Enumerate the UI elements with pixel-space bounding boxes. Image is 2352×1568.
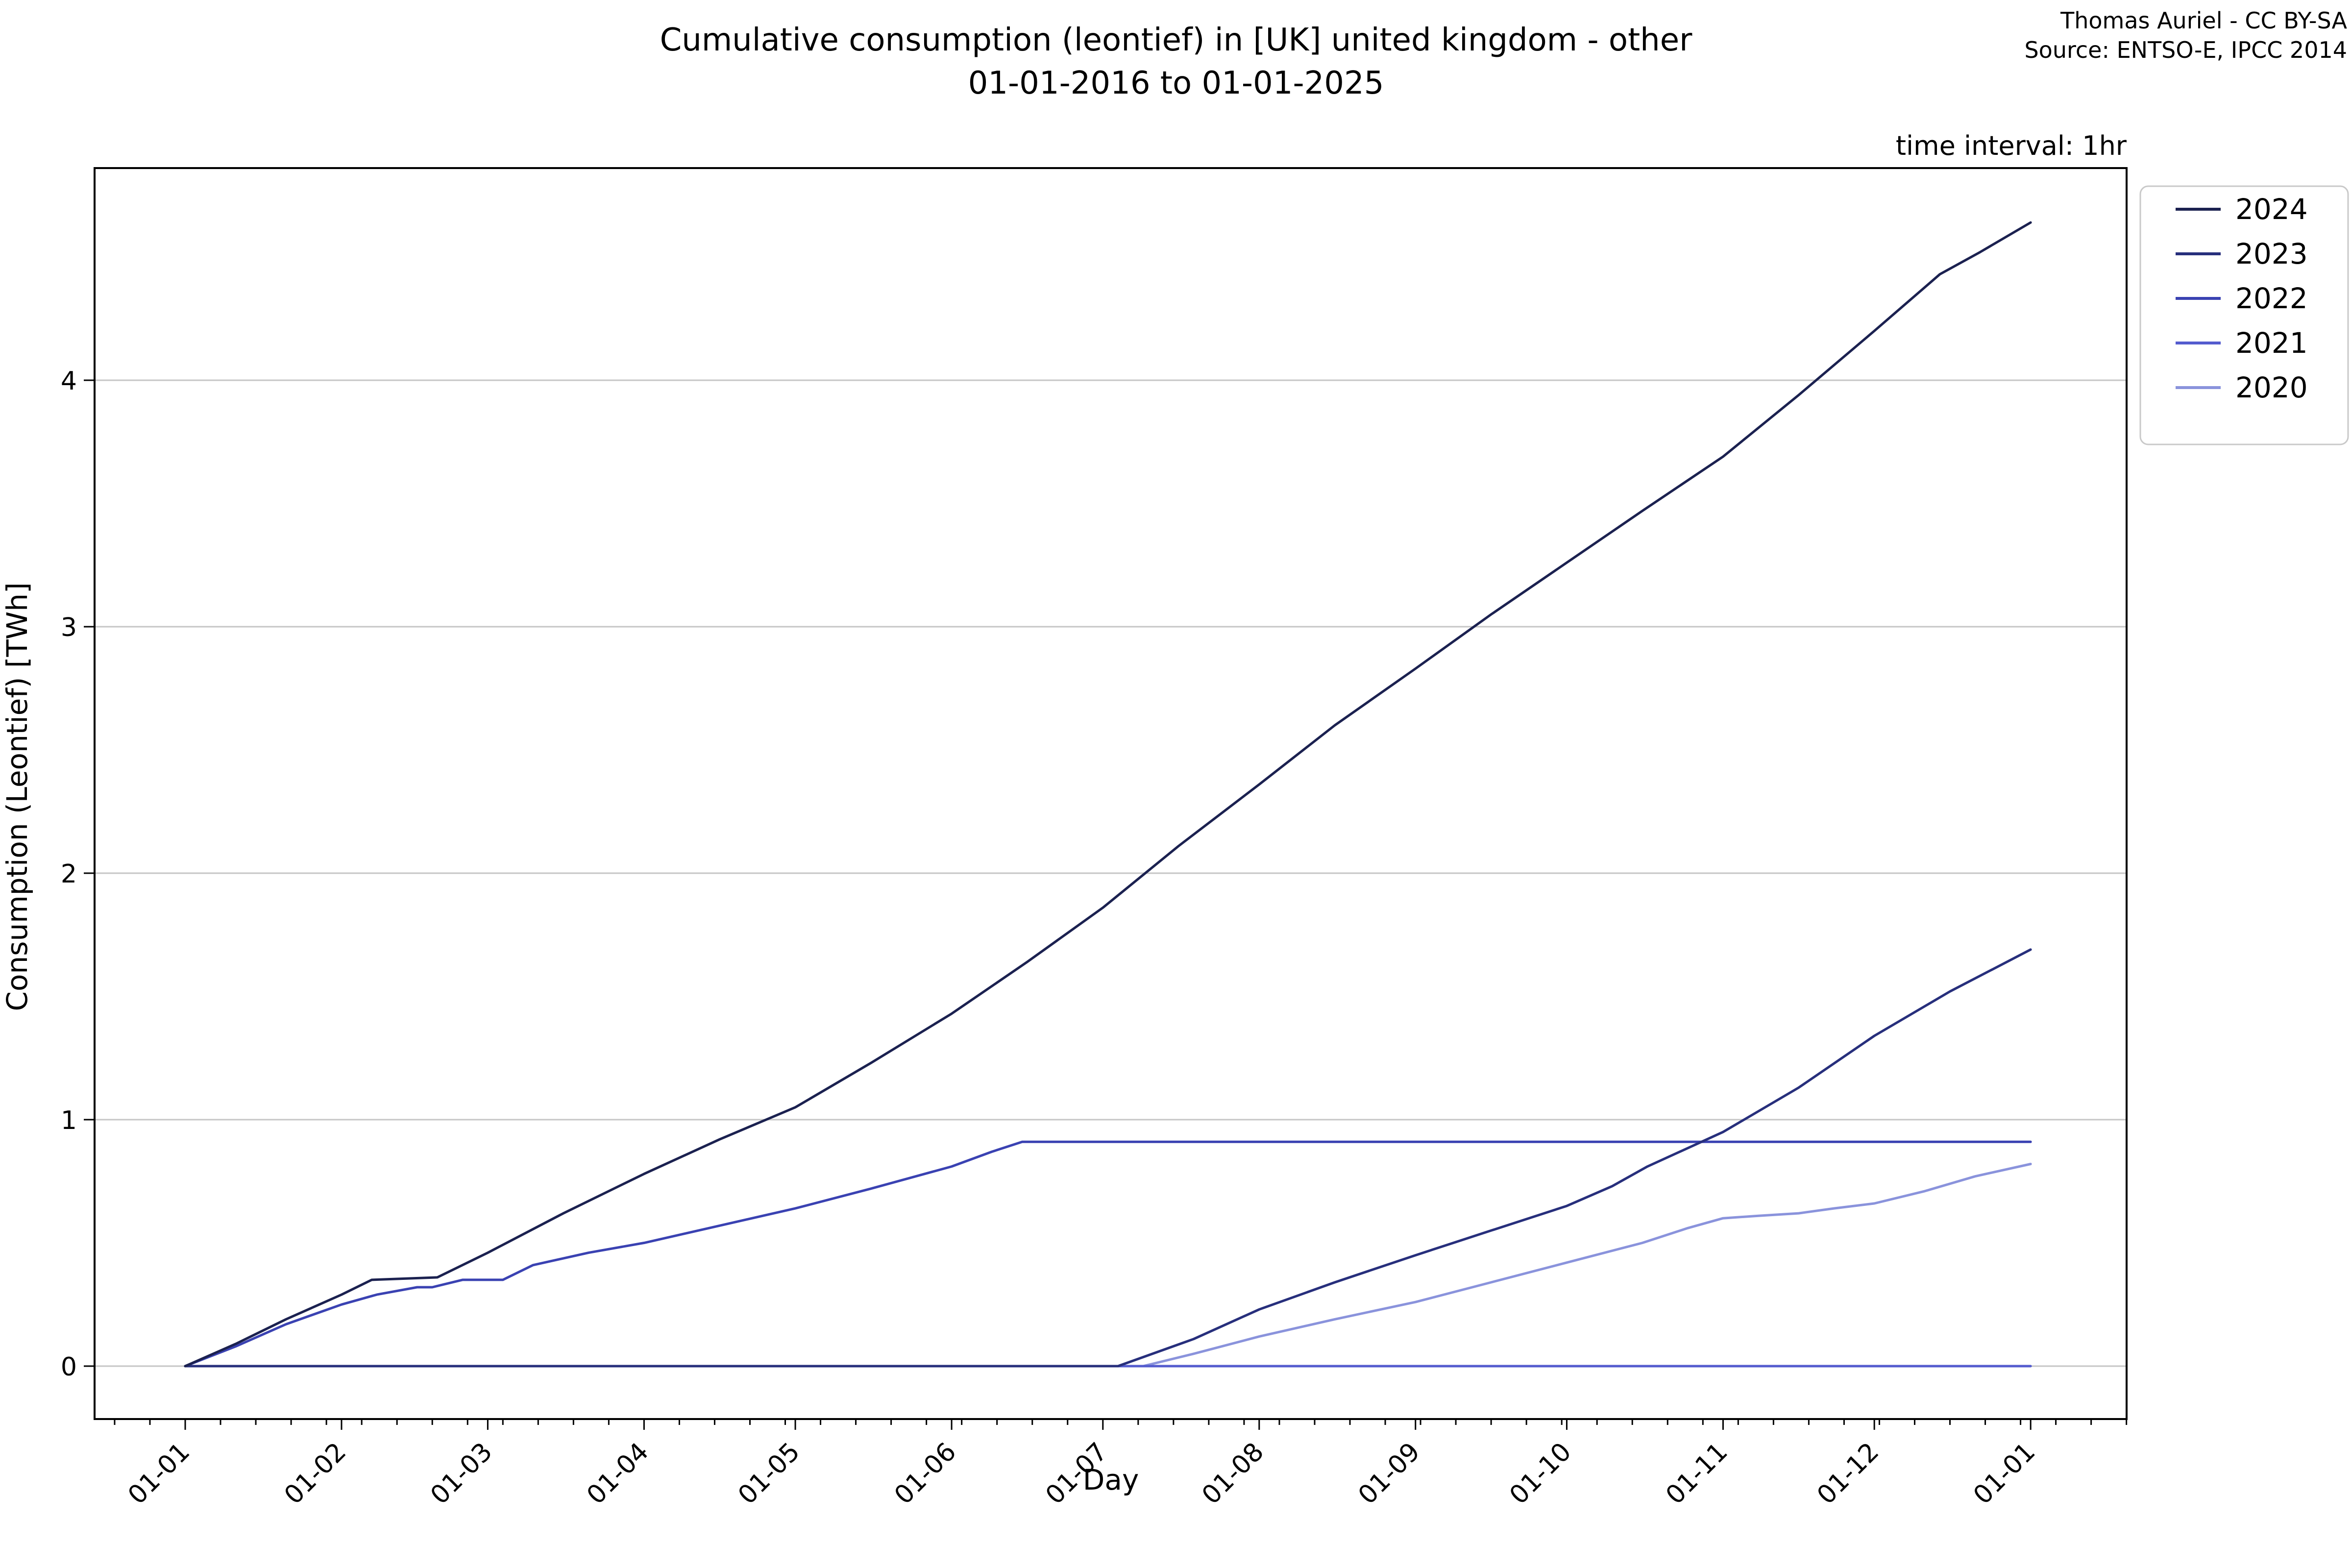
x-tick-label-0: 01-01 xyxy=(122,1437,196,1510)
x-tick-label-10: 01-11 xyxy=(1660,1437,1733,1510)
chart-title: Cumulative consumption (leontief) in [UK… xyxy=(0,19,2352,105)
x-tick-label-4: 01-05 xyxy=(733,1437,806,1510)
x-tick-label-7: 01-08 xyxy=(1197,1437,1270,1510)
chart-title-line2: 01-01-2016 to 01-01-2025 xyxy=(968,65,1384,101)
x-tick-label-8: 01-09 xyxy=(1353,1437,1426,1510)
y-tick-label-4: 4 xyxy=(61,367,77,396)
x-tick-label-9: 01-10 xyxy=(1504,1437,1577,1510)
y-tick-label-2: 2 xyxy=(61,859,77,889)
attribution: Thomas Auriel - CC BY-SA Source: ENTSO-E… xyxy=(2024,6,2347,65)
y-tick-label-1: 1 xyxy=(61,1106,77,1135)
legend-label-2023: 2023 xyxy=(2235,237,2308,270)
attribution-credit: Thomas Auriel - CC BY-SA xyxy=(2060,7,2347,34)
time-interval-label: time interval: 1hr xyxy=(1895,130,2127,161)
legend-label-2020: 2020 xyxy=(2235,371,2308,404)
series-line-2024 xyxy=(184,221,2032,1368)
x-axis-label: Day xyxy=(1082,1463,1139,1496)
x-tick-label-11: 01-12 xyxy=(1812,1437,1885,1510)
attribution-source: Source: ENTSO-E, IPCC 2014 xyxy=(2024,37,2347,63)
legend-label-2022: 2022 xyxy=(2235,282,2308,315)
y-tick-label-0: 0 xyxy=(61,1352,77,1382)
x-tick-label-5: 01-06 xyxy=(889,1437,962,1510)
series-line-2022 xyxy=(184,1140,2032,1368)
x-tick-label-3: 01-04 xyxy=(581,1437,654,1510)
plot-area xyxy=(95,168,2127,1419)
series-line-2020 xyxy=(184,1163,2032,1368)
series-line-2023 xyxy=(184,948,2032,1368)
legend-label-2021: 2021 xyxy=(2235,326,2308,360)
legend-label-2024: 2024 xyxy=(2235,193,2308,226)
x-tick-label-6: 01-07 xyxy=(1040,1437,1113,1510)
x-tick-label-1: 01-02 xyxy=(279,1437,352,1510)
legend-box xyxy=(2139,185,2349,445)
x-tick-label-2: 01-03 xyxy=(425,1437,498,1510)
y-tick-label-3: 3 xyxy=(61,613,77,642)
x-tick-label-12: 01-01 xyxy=(1968,1437,2041,1510)
axes-box xyxy=(94,167,2128,1420)
chart-title-line1: Cumulative consumption (leontief) in [UK… xyxy=(660,22,1692,58)
